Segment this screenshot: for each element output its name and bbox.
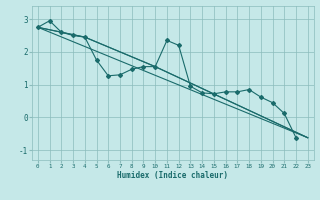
X-axis label: Humidex (Indice chaleur): Humidex (Indice chaleur) xyxy=(117,171,228,180)
